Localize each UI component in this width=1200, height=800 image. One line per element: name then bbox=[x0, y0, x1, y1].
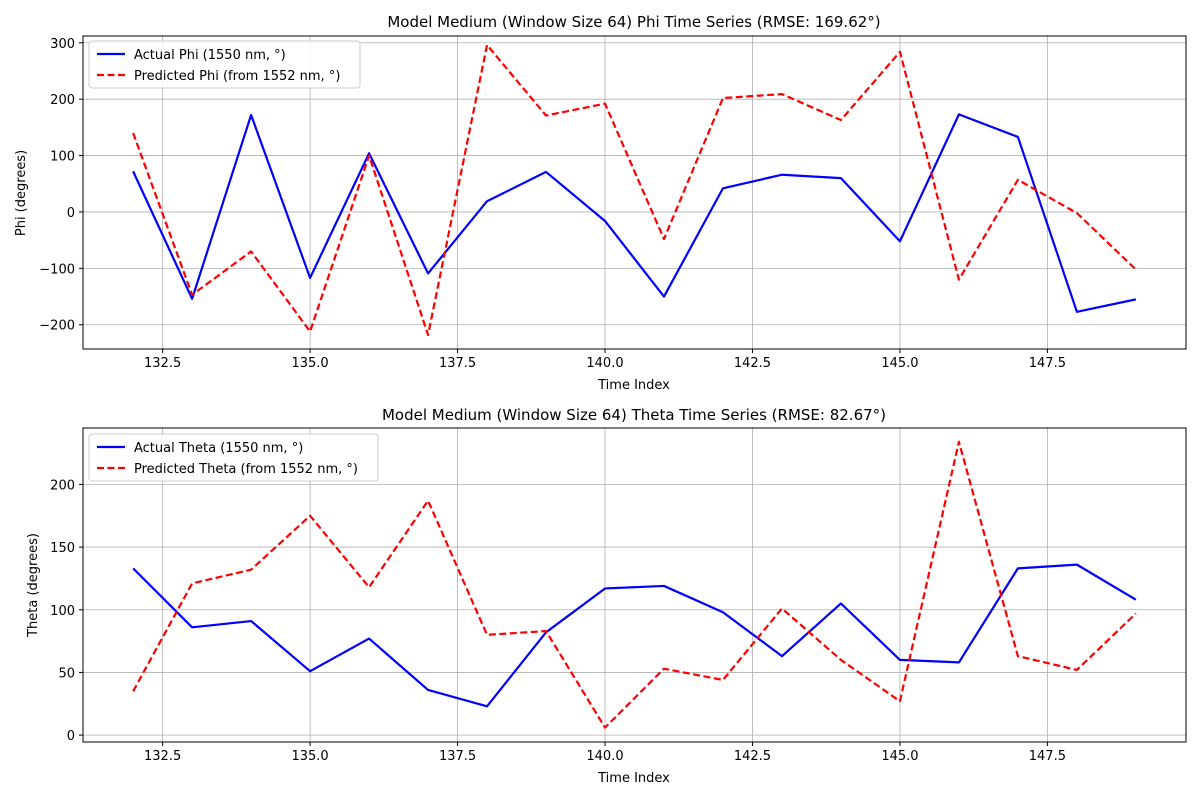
phi-y-tick-label: −100 bbox=[39, 262, 75, 277]
phi-y-tick-label: 300 bbox=[50, 37, 75, 52]
theta-chart: Model Medium (Window Size 64) Theta Time… bbox=[26, 406, 1187, 786]
theta-legend-label-predicted: Predicted Theta (from 1552 nm, °) bbox=[134, 462, 358, 477]
phi-x-tick-label: 137.5 bbox=[439, 356, 476, 371]
phi-x-axis-label: Time Index bbox=[597, 378, 670, 393]
theta-y-tick-label: 50 bbox=[58, 666, 75, 681]
theta-chart-title: Model Medium (Window Size 64) Theta Time… bbox=[382, 406, 886, 424]
phi-series-actual-line bbox=[132, 113, 1137, 313]
phi-y-axis-label: Phi (degrees) bbox=[14, 150, 29, 236]
phi-y-tick-label: 0 bbox=[67, 206, 75, 221]
phi-x-tick-label: 145.0 bbox=[881, 356, 918, 371]
phi-x-ticks: 132.5 135.0 137.5 140.0 142.5 145.0 147.5 bbox=[144, 349, 1066, 371]
phi-y-tick-label: 200 bbox=[50, 93, 75, 108]
theta-y-tick-label: 200 bbox=[50, 478, 75, 493]
theta-y-ticks: 0 50 100 150 200 bbox=[50, 478, 83, 744]
phi-series-predicted-line bbox=[132, 43, 1137, 337]
phi-x-tick-label: 142.5 bbox=[734, 356, 771, 371]
theta-x-tick-label: 140.0 bbox=[586, 749, 623, 764]
phi-legend-label-actual: Actual Phi (1550 nm, °) bbox=[134, 48, 286, 63]
phi-y-ticks: −200 −100 0 100 200 300 bbox=[39, 37, 83, 334]
theta-series bbox=[132, 440, 1137, 729]
phi-y-tick-label: −200 bbox=[39, 319, 75, 334]
phi-chart: Model Medium (Window Size 64) Phi Time S… bbox=[14, 13, 1187, 393]
phi-y-tick-label: 100 bbox=[50, 150, 75, 165]
theta-plot-frame bbox=[82, 427, 1187, 743]
theta-x-tick-label: 147.5 bbox=[1029, 749, 1066, 764]
phi-legend-label-predicted: Predicted Phi (from 1552 nm, °) bbox=[134, 69, 340, 84]
theta-y-axis-label: Theta (degrees) bbox=[26, 533, 41, 638]
theta-series-actual-line bbox=[132, 563, 1137, 708]
theta-series-predicted-line bbox=[132, 440, 1137, 729]
theta-y-tick-label: 0 bbox=[67, 729, 75, 744]
phi-chart-title: Model Medium (Window Size 64) Phi Time S… bbox=[387, 13, 880, 31]
theta-x-tick-label: 135.0 bbox=[291, 749, 328, 764]
theta-x-ticks: 132.5 135.0 137.5 140.0 142.5 145.0 147.5 bbox=[144, 742, 1066, 764]
phi-legend: Actual Phi (1550 nm, °) Predicted Phi (f… bbox=[88, 40, 361, 89]
phi-x-tick-label: 135.0 bbox=[291, 356, 328, 371]
theta-legend-label-actual: Actual Theta (1550 nm, °) bbox=[134, 441, 303, 456]
theta-y-tick-label: 150 bbox=[50, 541, 75, 556]
theta-y-tick-label: 100 bbox=[50, 604, 75, 619]
theta-x-axis-label: Time Index bbox=[597, 771, 670, 786]
phi-x-tick-label: 132.5 bbox=[144, 356, 181, 371]
theta-x-tick-label: 142.5 bbox=[734, 749, 771, 764]
phi-plot-frame bbox=[82, 35, 1187, 350]
theta-legend-box bbox=[88, 433, 379, 482]
theta-x-tick-label: 137.5 bbox=[439, 749, 476, 764]
theta-x-tick-label: 132.5 bbox=[144, 749, 181, 764]
phi-x-tick-label: 140.0 bbox=[586, 356, 623, 371]
theta-legend: Actual Theta (1550 nm, °) Predicted Thet… bbox=[88, 433, 379, 482]
phi-series bbox=[132, 43, 1137, 337]
phi-legend-box bbox=[88, 40, 361, 89]
theta-x-tick-label: 145.0 bbox=[881, 749, 918, 764]
phi-x-tick-label: 147.5 bbox=[1029, 356, 1066, 371]
